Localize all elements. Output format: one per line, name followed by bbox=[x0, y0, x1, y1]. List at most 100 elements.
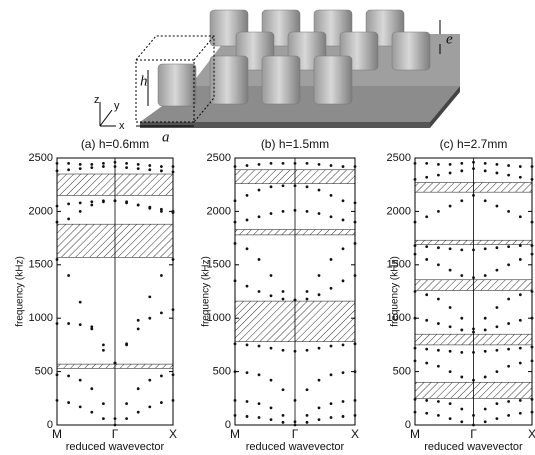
band-point bbox=[414, 360, 417, 363]
band-point bbox=[449, 172, 452, 175]
band-point bbox=[425, 399, 428, 402]
band-point bbox=[234, 279, 237, 282]
y-tick-label: 2000 bbox=[387, 205, 411, 217]
band-point bbox=[496, 172, 499, 175]
band-point bbox=[246, 415, 249, 418]
band-point bbox=[270, 274, 273, 277]
band-point bbox=[258, 258, 261, 261]
band-point bbox=[294, 299, 297, 302]
band-point bbox=[437, 210, 440, 213]
band-point bbox=[306, 298, 309, 301]
band-point bbox=[425, 162, 428, 165]
band-point bbox=[425, 348, 428, 351]
band-point bbox=[270, 347, 273, 350]
band-point bbox=[414, 398, 417, 401]
band-point bbox=[330, 215, 333, 218]
band-point bbox=[282, 290, 285, 293]
band-point bbox=[160, 169, 163, 172]
band-point bbox=[148, 295, 151, 298]
band-point bbox=[519, 399, 522, 402]
band-point bbox=[102, 162, 105, 165]
band-point bbox=[270, 379, 273, 382]
band-point bbox=[425, 293, 428, 296]
band-point bbox=[449, 306, 452, 309]
band-point bbox=[354, 274, 357, 277]
band-point bbox=[519, 176, 522, 179]
band-point bbox=[258, 345, 261, 348]
y-tick-label: 1500 bbox=[387, 259, 411, 271]
band-point bbox=[496, 417, 499, 420]
band-point bbox=[102, 417, 105, 420]
band-point bbox=[437, 400, 440, 403]
band-point bbox=[496, 163, 499, 166]
band-point bbox=[496, 306, 499, 309]
band-point bbox=[79, 379, 82, 382]
band-point bbox=[460, 274, 463, 277]
band-point bbox=[67, 374, 70, 377]
band-point bbox=[137, 327, 140, 330]
band-point bbox=[342, 219, 345, 222]
band-point bbox=[484, 376, 487, 379]
band-point bbox=[90, 166, 93, 169]
band-point bbox=[460, 420, 463, 423]
height-label: h bbox=[140, 73, 148, 89]
band-point bbox=[472, 248, 475, 251]
y-tick-label: 500 bbox=[213, 366, 231, 378]
band-point bbox=[114, 165, 117, 168]
band-point bbox=[460, 169, 463, 172]
band-point bbox=[67, 274, 70, 277]
band-point bbox=[306, 210, 309, 213]
band-point bbox=[449, 350, 452, 353]
band-point bbox=[507, 322, 510, 325]
band-point bbox=[531, 253, 534, 256]
band-point bbox=[354, 221, 357, 224]
band-point bbox=[294, 209, 297, 212]
band-point bbox=[258, 373, 261, 376]
band-point bbox=[90, 387, 93, 390]
band-point bbox=[519, 244, 522, 247]
band-point bbox=[330, 402, 333, 405]
band-point bbox=[507, 210, 510, 213]
band-point bbox=[425, 176, 428, 179]
band-point bbox=[114, 199, 117, 202]
band-point bbox=[90, 411, 93, 414]
band-point bbox=[172, 210, 175, 213]
band-point bbox=[90, 163, 93, 166]
band-point bbox=[258, 402, 261, 405]
band-point bbox=[234, 165, 237, 168]
band-point bbox=[282, 162, 285, 165]
band-point bbox=[519, 412, 522, 415]
y-tick-label: 2500 bbox=[207, 152, 231, 164]
y-tick-label: 1500 bbox=[207, 259, 231, 271]
band-point bbox=[294, 350, 297, 353]
thickness-label: e bbox=[446, 31, 453, 47]
band-point bbox=[414, 253, 417, 256]
y-tick-label: 500 bbox=[35, 366, 53, 378]
band-point bbox=[282, 349, 285, 352]
band-point bbox=[246, 194, 249, 197]
band-point bbox=[425, 412, 428, 415]
band-point bbox=[437, 349, 440, 352]
band-point bbox=[318, 418, 321, 421]
band-point bbox=[56, 205, 59, 208]
x-tick-label: Γ bbox=[292, 427, 299, 441]
band-point bbox=[79, 163, 82, 166]
band-point bbox=[354, 242, 357, 245]
band-point bbox=[56, 258, 59, 261]
band-point bbox=[246, 285, 249, 288]
band-point bbox=[125, 201, 128, 204]
band-point bbox=[496, 325, 499, 328]
band-point bbox=[246, 219, 249, 222]
band-point bbox=[414, 347, 417, 350]
band-point bbox=[484, 274, 487, 277]
band-point bbox=[330, 194, 333, 197]
band-point bbox=[160, 401, 163, 404]
band-point bbox=[79, 201, 82, 204]
band-point bbox=[472, 161, 475, 164]
band-point bbox=[160, 374, 163, 377]
band-point bbox=[270, 407, 273, 410]
band-point bbox=[330, 373, 333, 376]
panel: (c) h=2.7mmfrequency (kHz)reduced waveve… bbox=[387, 137, 535, 453]
band-point bbox=[519, 347, 522, 350]
